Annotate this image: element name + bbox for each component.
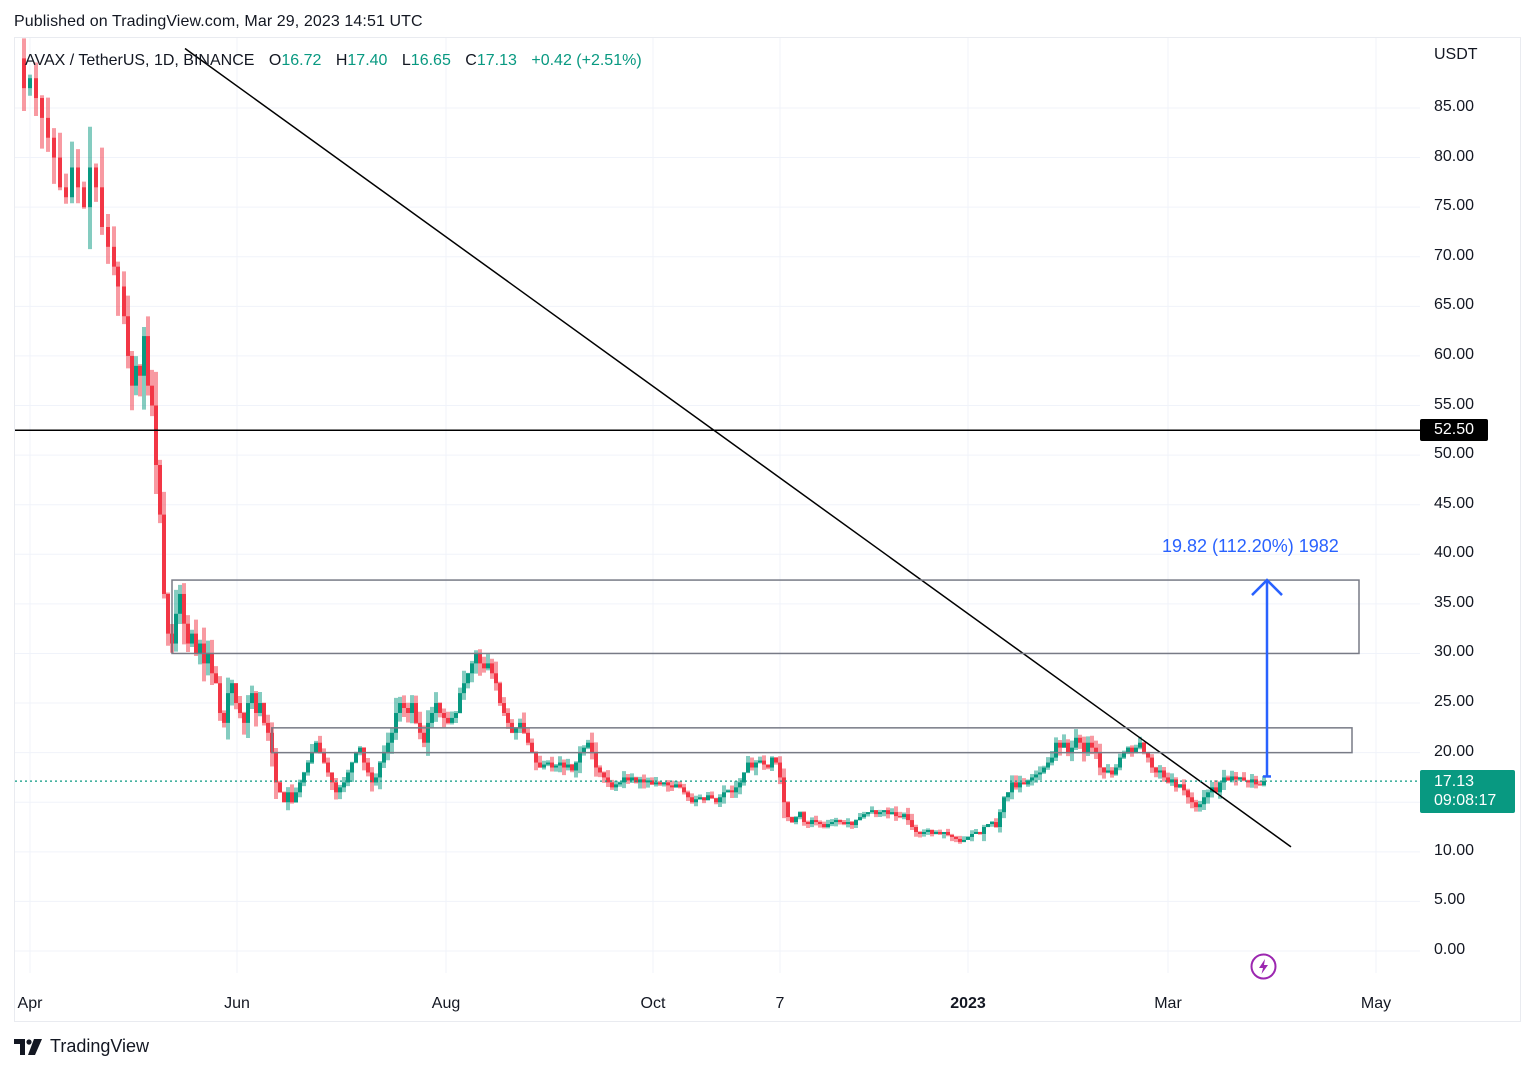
price-tick: 85.00: [1434, 97, 1475, 115]
price-tick: 65.00: [1434, 296, 1475, 314]
time-tick: May: [1360, 995, 1392, 1012]
close-label: C: [465, 52, 477, 69]
price-tick: 25.00: [1434, 693, 1475, 711]
time-tick: Oct: [640, 995, 666, 1012]
chart-frame: [14, 37, 1521, 1022]
price-tick: 70.00: [1434, 246, 1475, 264]
time-tick: 2023: [950, 995, 986, 1012]
last-price-value: 17.13: [1434, 773, 1475, 790]
symbol-title: AVAX / TetherUS, 1D, BINANCE: [25, 52, 255, 69]
alert-bolt-icon[interactable]: [1250, 953, 1277, 980]
price-tick: 60.00: [1434, 345, 1475, 363]
tradingview-brand: TradingView: [50, 1036, 150, 1056]
open-label: O: [268, 52, 282, 69]
time-tick: Aug: [431, 995, 461, 1012]
price-tick: 45.00: [1434, 494, 1475, 512]
close-value: 17.13: [476, 52, 517, 69]
chart-drawings: [15, 47, 1420, 848]
change-value: +0.42 (+2.51%): [531, 52, 642, 69]
price-tick: 30.00: [1434, 643, 1475, 661]
price-tick: 5.00: [1434, 891, 1466, 909]
published-caption: Published on TradingView.com, Mar 29, 20…: [14, 13, 423, 30]
high-label: H: [335, 52, 348, 69]
price-tick: 20.00: [1434, 742, 1475, 760]
time-tick: Apr: [17, 995, 43, 1012]
price-tick: 0.00: [1434, 941, 1466, 958]
grid-lines: [15, 38, 1420, 973]
tradingview-logo-icon: [14, 1038, 42, 1055]
price-tick: 50.00: [1434, 445, 1475, 463]
currency-label: USDT: [1434, 46, 1478, 63]
tradingview-logo[interactable]: TradingView: [14, 1036, 149, 1057]
resistance-price-tag: 52.50: [1420, 419, 1488, 441]
time-tick: Jun: [224, 995, 250, 1012]
time-tick: Mar: [1154, 995, 1182, 1012]
price-tick: 80.00: [1434, 147, 1475, 165]
price-tick: 55.00: [1434, 395, 1475, 413]
price-tick: 35.00: [1434, 593, 1475, 611]
bar-countdown: 09:08:17: [1434, 792, 1497, 809]
symbol-legend: AVAX / TetherUS, 1D, BINANCE O16.72 H17.…: [25, 52, 642, 70]
last-price-tag: 17.13 09:08:17: [1420, 770, 1515, 813]
high-value: 17.40: [347, 52, 388, 69]
candlesticks: [22, 38, 1266, 844]
measure-label: 19.82 (112.20%) 1982: [1162, 536, 1339, 556]
open-value: 16.72: [281, 52, 322, 69]
low-label: L: [401, 52, 411, 69]
price-tick: 40.00: [1434, 544, 1475, 562]
low-value: 16.65: [410, 52, 451, 69]
price-tick: 10.00: [1434, 841, 1475, 859]
price-tick: 75.00: [1434, 197, 1475, 215]
time-tick: 7: [775, 995, 785, 1012]
